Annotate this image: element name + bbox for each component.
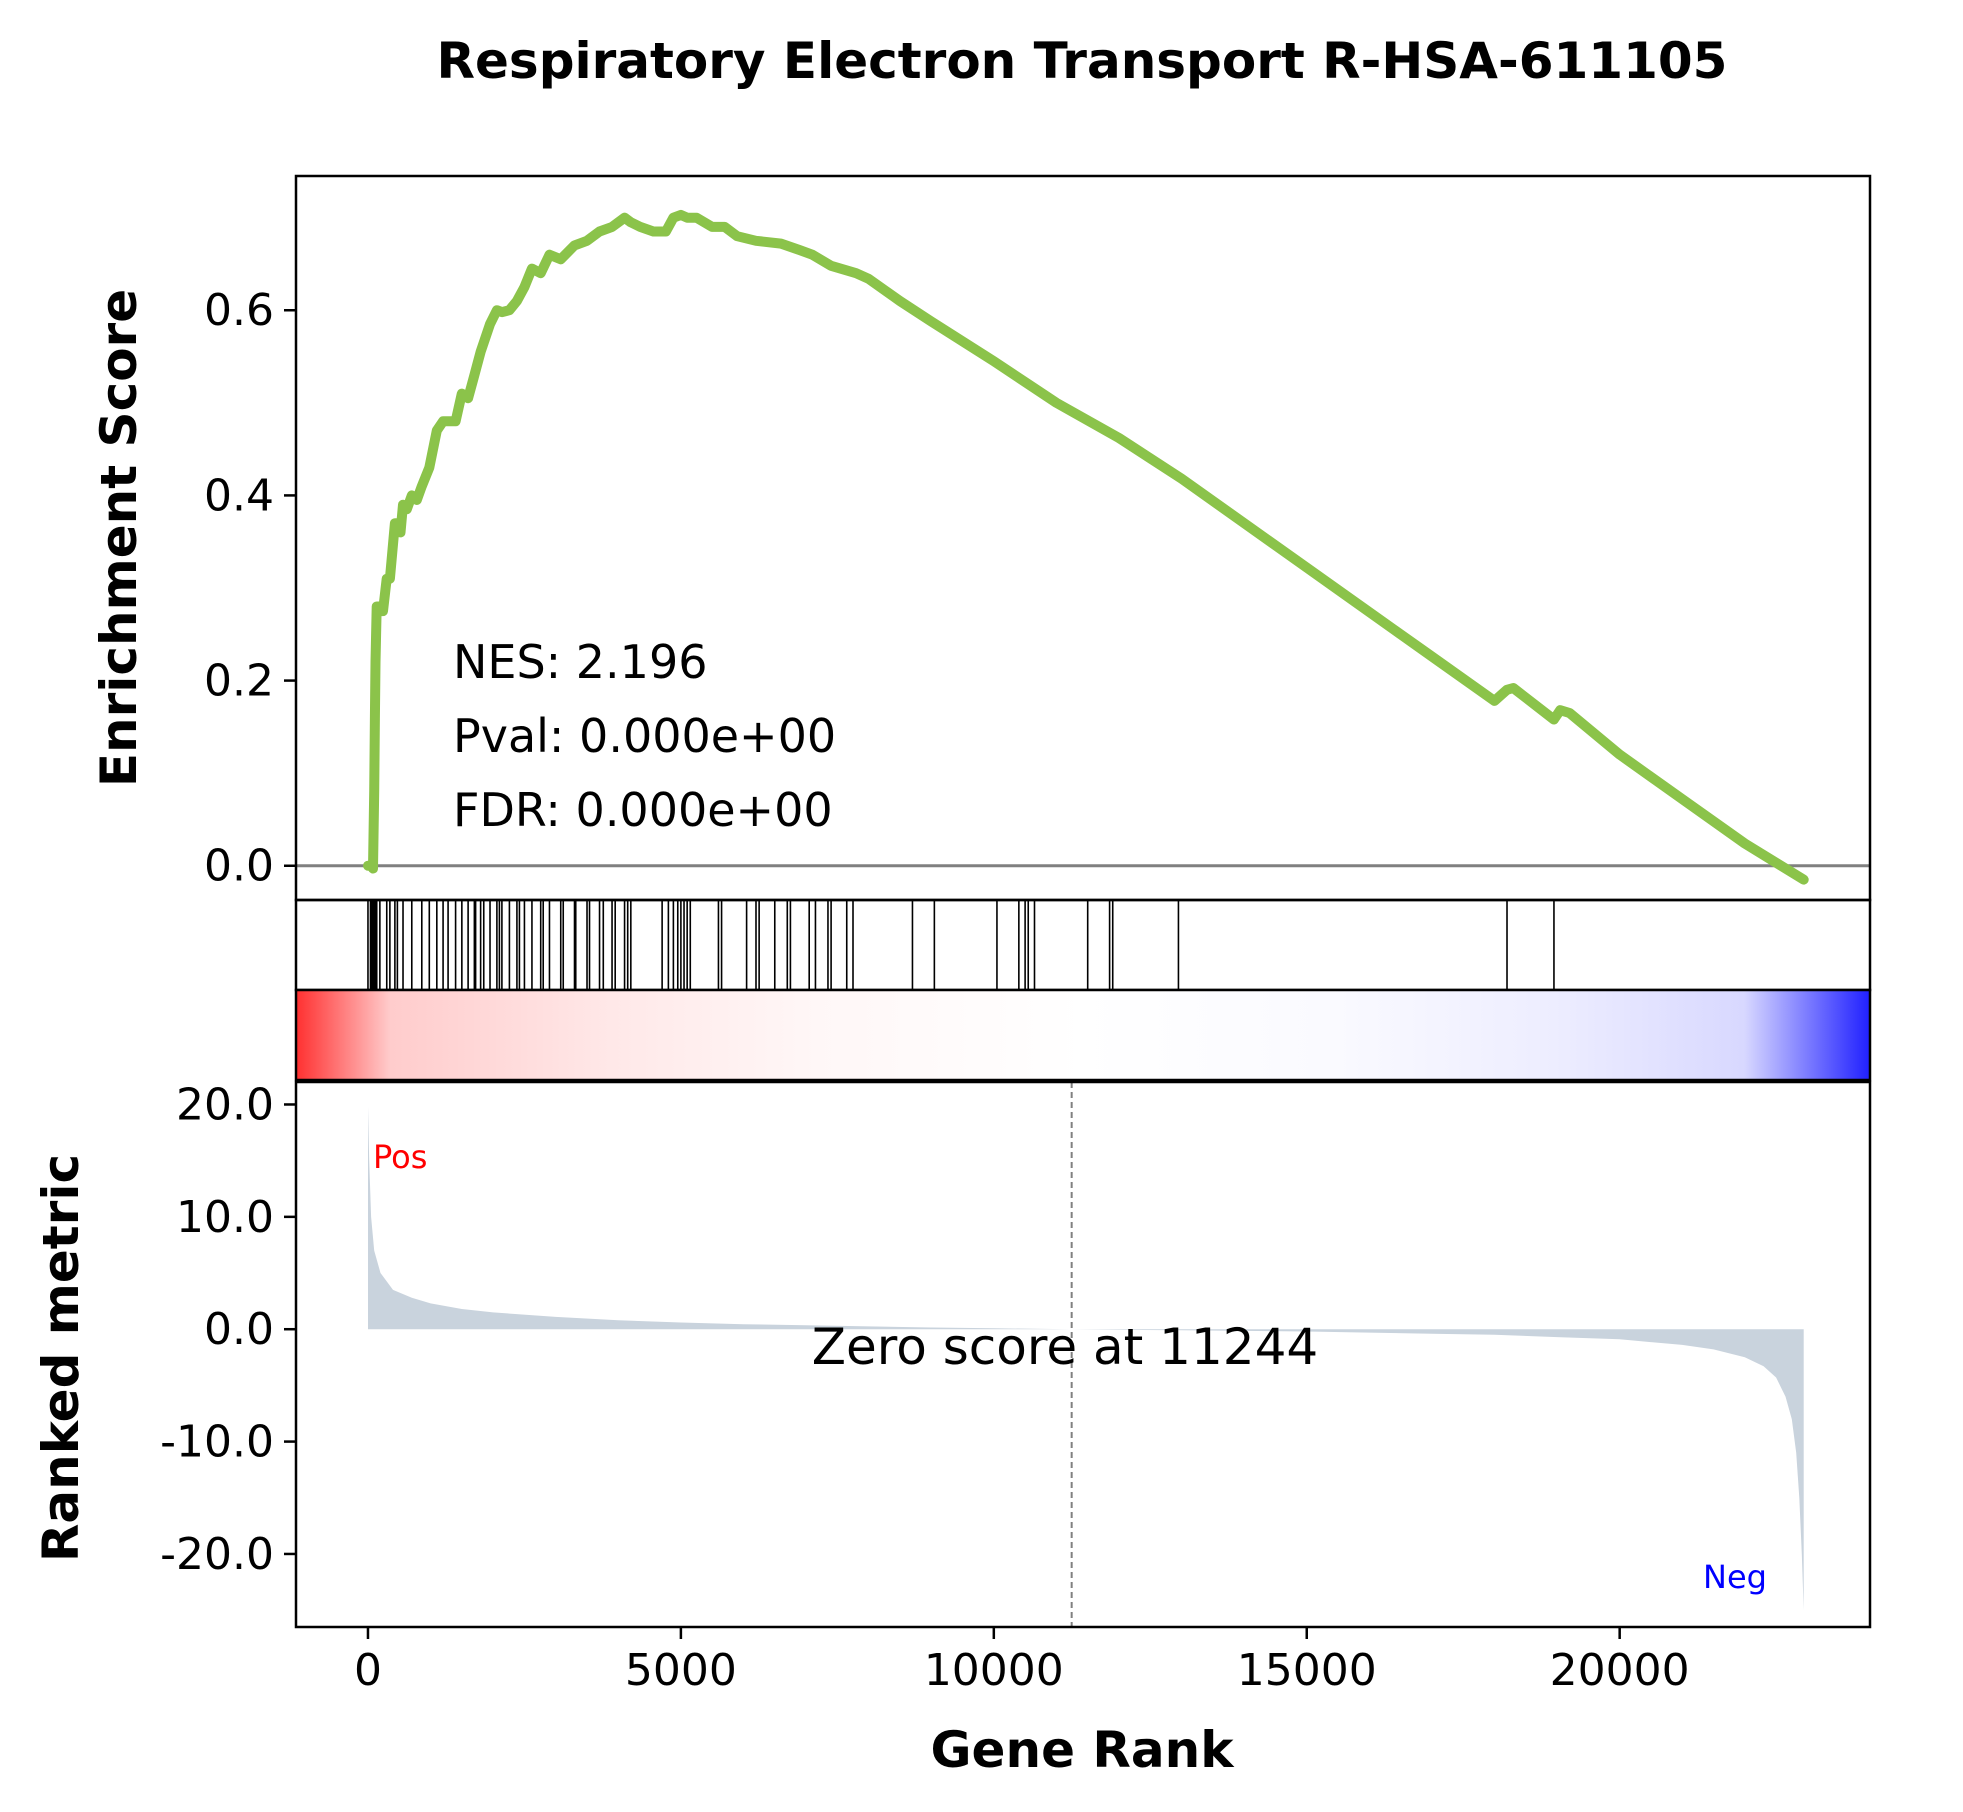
hits-panel	[294, 898, 1872, 992]
rm-y-label: Ranked metric	[32, 1154, 90, 1562]
x-axis-label: Gene Rank	[931, 1721, 1236, 1779]
nes-label: NES: 2.196	[453, 635, 707, 689]
rm-y-tick-label: 10.0	[176, 1192, 274, 1243]
rm-y-tick-label: 20.0	[176, 1079, 274, 1130]
es-y-label: Enrichment Score	[90, 289, 148, 787]
rm-frame	[294, 1080, 1872, 1629]
x-tick-label: 15000	[1237, 1645, 1377, 1696]
rank-colorbar	[296, 990, 1870, 1080]
pos-label: Pos	[373, 1138, 427, 1176]
rank-colorbar-panel	[294, 988, 1872, 1082]
rank-colorbar-frame	[294, 988, 1872, 1082]
zero-score-label: Zero score at 11244	[812, 1318, 1318, 1376]
es-y-tick-label: 0.4	[204, 470, 274, 521]
enrichment-panel: 0.00.20.40.6 NES: 2.196 Pval: 0.000e+00 …	[90, 174, 1872, 902]
neg-label: Neg	[1703, 1558, 1767, 1596]
rm-y-tick-label: -20.0	[160, 1529, 274, 1580]
rm-y-tick-label: -10.0	[160, 1417, 274, 1468]
es-y-tick-label: 0.2	[204, 656, 274, 707]
es-y-tick-label: 0.6	[204, 285, 274, 336]
pval-label: Pval: 0.000e+00	[453, 709, 836, 763]
es-y-tick-label: 0.0	[204, 841, 274, 892]
rm-y-axis: 20.0 10.0 0.0 -10.0 -20.0	[160, 1079, 296, 1580]
enrichment-score-line	[363, 209, 1809, 885]
x-tick-label: 0	[354, 1645, 382, 1696]
chart-title: Respiratory Electron Transport R-HSA-611…	[437, 32, 1728, 90]
fdr-label: FDR: 0.000e+00	[453, 783, 833, 837]
es-y-axis: 0.0 0.2 0.4 0.6	[204, 285, 296, 892]
x-tick-label: 10000	[924, 1645, 1064, 1696]
rm-y-tick-label: 0.0	[204, 1304, 274, 1355]
x-axis: 0 5000 10000 15000 20000	[354, 1627, 1690, 1696]
x-tick-label: 5000	[625, 1645, 737, 1696]
x-tick-label: 20000	[1550, 1645, 1690, 1696]
gene-hits	[367, 900, 1555, 990]
ranked-metric-panel: 20.0 10.0 0.0 -10.0 -20.0 Pos Neg Zero score…	[32, 1079, 1872, 1629]
